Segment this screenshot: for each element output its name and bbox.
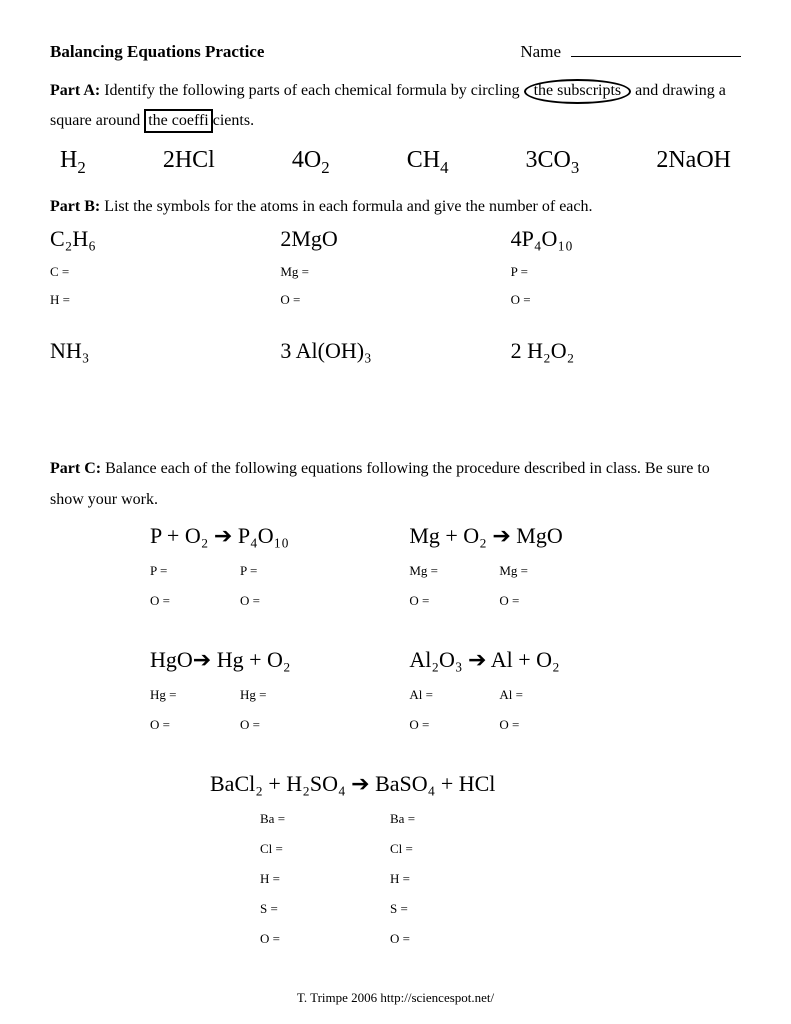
o-left5: O = (260, 931, 390, 947)
hg-left: Hg = (150, 687, 240, 703)
o-right: O = (240, 593, 260, 609)
o-right3: O = (240, 717, 260, 733)
o-left4: O = (409, 717, 499, 733)
part-b-instructions: Part B: List the symbols for the atoms i… (50, 192, 741, 222)
al-left: Al = (409, 687, 499, 703)
formula-4p4o10: 4P₄O₁₀ (511, 226, 741, 252)
part-a-formulas: H2 2HCl 4O2 CH4 3CO3 2NaOH (50, 147, 741, 174)
formula-2mgo: 2MgO (280, 226, 510, 252)
o-left: O = (150, 593, 240, 609)
eq3-r2: Cl = Cl = (260, 841, 741, 857)
eq-hgo: HgO➔ Hg + O₂ Hg = Hg = O = O = (50, 647, 409, 747)
eq-bacl2: BaCl₂ + H₂SO₄ ➔ BaSO₄ + HCl Ba = Ba = Cl… (50, 771, 741, 947)
formula-c2h6: C₂H₆ (50, 226, 280, 252)
eq-mg-o2: Mg + O₂ ➔ MgO Mg = Mg = O = O = (409, 523, 741, 623)
o-right5: O = (390, 931, 410, 947)
col-c2h6: C₂H₆ C = H = (50, 226, 280, 320)
header: Balancing Equations Practice Name (50, 42, 741, 62)
name-field: Name (520, 42, 741, 62)
o-right2: O = (499, 593, 519, 609)
eq1-left-formula: P + O₂ ➔ P₄O₁₀ (150, 523, 409, 549)
eq1-right-formula: Mg + O₂ ➔ MgO (409, 523, 741, 549)
eq1-right-r2: O = O = (409, 593, 741, 609)
o-left2: O = (409, 593, 499, 609)
formula-3aloh3: 3 Al(OH)₃ (280, 338, 510, 364)
name-blank[interactable] (571, 56, 741, 57)
eq3-r3: H = H = (260, 871, 741, 887)
cl-right: Cl = (390, 841, 413, 857)
eq2-left-r2: O = O = (150, 717, 409, 733)
al-right: Al = (499, 687, 523, 703)
eq3-r1: Ba = Ba = (260, 811, 741, 827)
mg-left: Mg = (409, 563, 499, 579)
eq3-r5: O = O = (260, 931, 741, 947)
h-right: H = (390, 871, 410, 887)
equation-row-1: P + O₂ ➔ P₄O₁₀ P = P = O = O = Mg + O₂ ➔… (50, 523, 741, 623)
eq-al2o3: Al₂O₃ ➔ Al + O₂ Al = Al = O = O = (409, 647, 741, 747)
h-equals: H = (50, 292, 280, 308)
eq1-right-r1: Mg = Mg = (409, 563, 741, 579)
eq2-left-r1: Hg = Hg = (150, 687, 409, 703)
page-title: Balancing Equations Practice (50, 42, 264, 62)
part-c-text: Balance each of the following equations … (50, 460, 710, 507)
formula-nh3: NH₃ (50, 338, 280, 364)
h-left: H = (260, 871, 390, 887)
part-b-row1: C₂H₆ C = H = 2MgO Mg = O = 4P₄O₁₀ P = O … (50, 226, 741, 320)
o-left3: O = (150, 717, 240, 733)
o-right4: O = (499, 717, 519, 733)
formula-ch4: CH4 (407, 147, 449, 174)
part-a-label: Part A: (50, 82, 100, 99)
c-equals: C = (50, 264, 280, 280)
formula-h2: H2 (60, 147, 86, 174)
equation-row-2: HgO➔ Hg + O₂ Hg = Hg = O = O = Al₂O₃ ➔ A… (50, 647, 741, 747)
eq1-left-r2: O = O = (150, 593, 409, 609)
eq2-right-r2: O = O = (409, 717, 741, 733)
part-b-text: List the symbols for the atoms in each f… (100, 198, 592, 215)
name-label: Name (520, 42, 561, 61)
mg-equals: Mg = (280, 264, 510, 280)
o-equals-2: O = (511, 292, 741, 308)
part-c-label: Part C: (50, 460, 101, 477)
s-right: S = (390, 901, 408, 917)
eq1-left-r1: P = P = (150, 563, 409, 579)
part-b-row2: NH₃ 3 Al(OH)₃ 2 H₂O₂ (50, 338, 741, 374)
eq-p-o2: P + O₂ ➔ P₄O₁₀ P = P = O = O = (50, 523, 409, 623)
formula-2hcl: 2HCl (163, 147, 215, 174)
formula-2h2o2: 2 H₂O₂ (511, 338, 741, 364)
part-a-text3: cients. (213, 112, 254, 129)
p-equals: P = (511, 264, 741, 280)
eq2-right-formula: Al₂O₃ ➔ Al + O₂ (409, 647, 741, 673)
part-a-text1: Identify the following parts of each che… (100, 82, 523, 99)
ba-left: Ba = (260, 811, 390, 827)
part-c-instructions: Part C: Balance each of the following eq… (50, 454, 741, 515)
formula-4o2: 4O2 (292, 147, 330, 174)
s-left: S = (260, 901, 390, 917)
eq2-left-formula: HgO➔ Hg + O₂ (150, 647, 409, 673)
cl-left: Cl = (260, 841, 390, 857)
ba-right: Ba = (390, 811, 415, 827)
part-b-label: Part B: (50, 198, 100, 215)
formula-2naoh: 2NaOH (656, 147, 731, 174)
col-2mgo: 2MgO Mg = O = (280, 226, 510, 320)
eq3-r4: S = S = (260, 901, 741, 917)
col-4p4o10: 4P₄O₁₀ P = O = (511, 226, 741, 320)
worksheet-page: Balancing Equations Practice Name Part A… (0, 0, 791, 1024)
boxed-word: the coeffi (144, 109, 213, 132)
eq3-formula: BaCl₂ + H₂SO₄ ➔ BaSO₄ + HCl (210, 771, 741, 797)
hg-right: Hg = (240, 687, 266, 703)
p-right: P = (240, 563, 257, 579)
o-equals: O = (280, 292, 510, 308)
mg-right: Mg = (499, 563, 528, 579)
footer-credit: T. Trimpe 2006 http://sciencespot.net/ (0, 990, 791, 1006)
formula-3co3: 3CO3 (526, 147, 580, 174)
part-a-instructions: Part A: Identify the following parts of … (50, 76, 741, 137)
p-left: P = (150, 563, 240, 579)
circled-word: the subscripts (524, 79, 632, 104)
eq2-right-r1: Al = Al = (409, 687, 741, 703)
